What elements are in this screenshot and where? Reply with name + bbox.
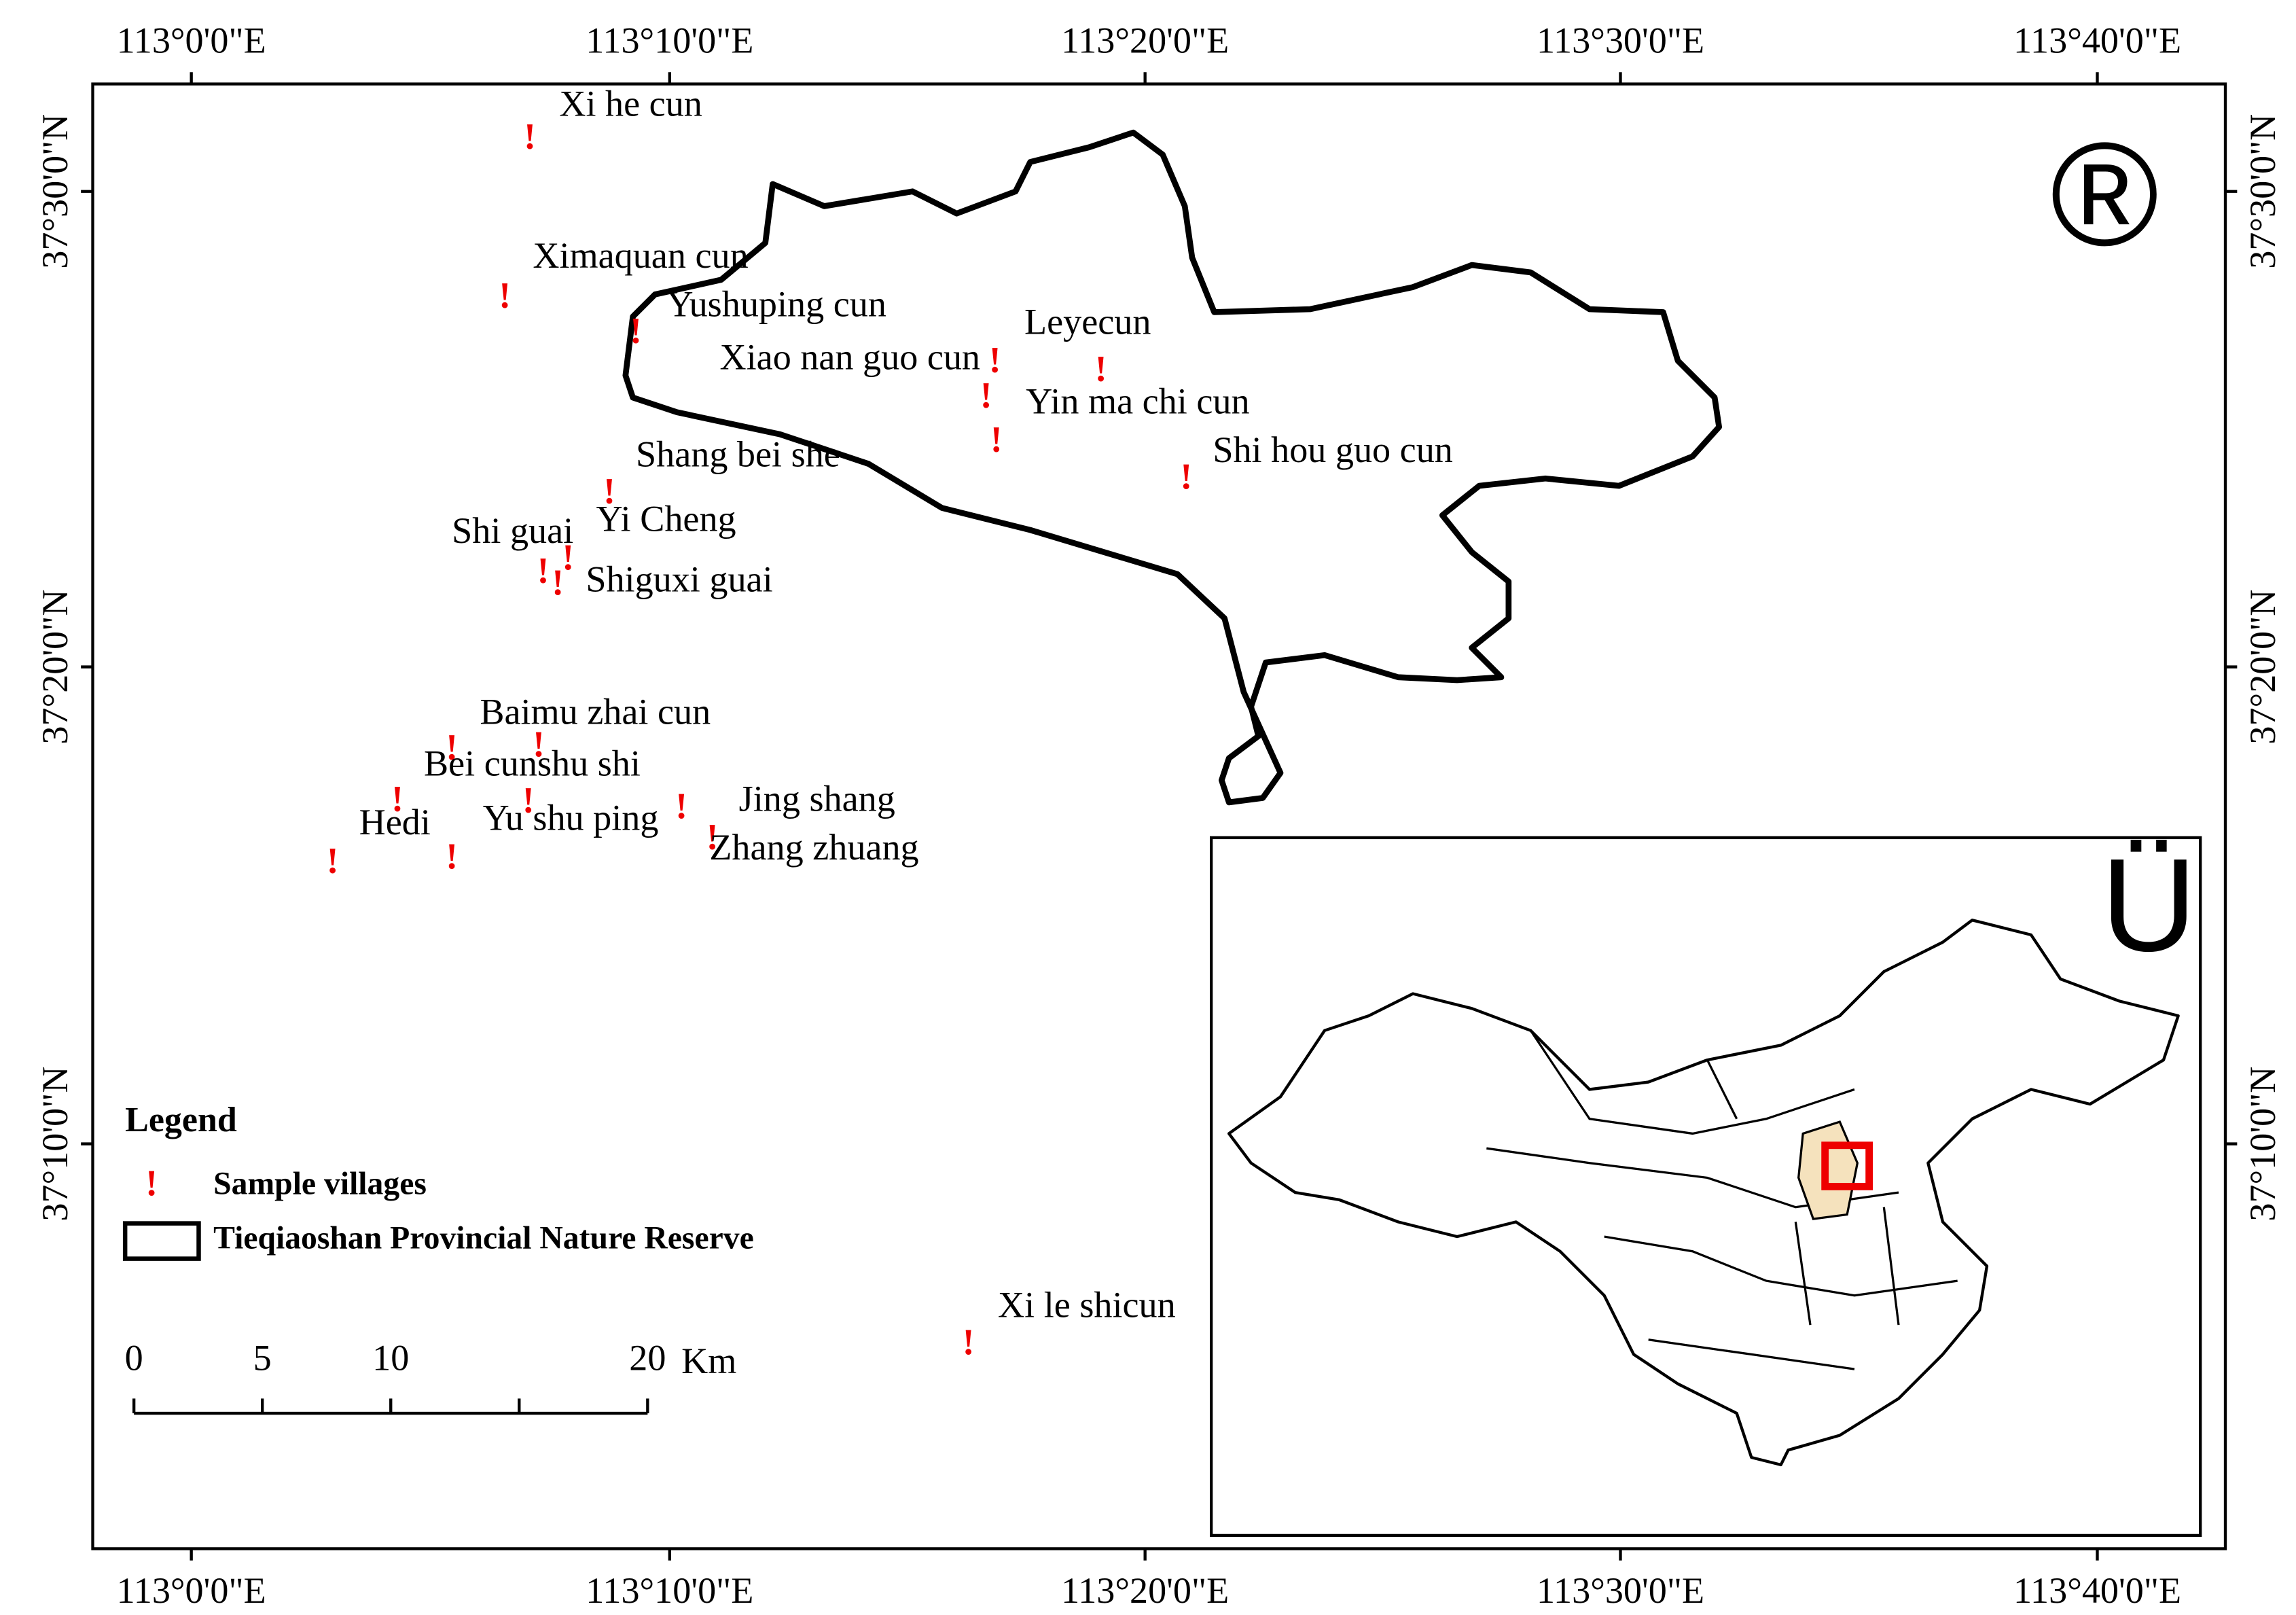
bottom-axis-label: 113°30'0"E	[1537, 1570, 1704, 1611]
scale-bar: Km 0 5 10 20	[125, 1338, 736, 1415]
village-marker: !	[537, 550, 549, 591]
inset-north-arrow: Ü	[2101, 831, 2197, 979]
village-label: Xi he cun	[559, 84, 702, 124]
village-label: Xiao nan guo cun	[719, 336, 980, 377]
village-marker: !	[499, 274, 511, 315]
top-axis-label: 113°20'0"E	[1061, 20, 1229, 61]
village-label: Leyecun	[1024, 301, 1151, 342]
legend-swatch	[122, 1221, 201, 1261]
village-label: Yushuping cun	[667, 283, 886, 324]
village-label: Shi guai	[452, 510, 573, 551]
village-label: Jing shang	[739, 778, 895, 819]
bottom-axis-label: 113°40'0"E	[2013, 1570, 2181, 1611]
scale-label: 20	[629, 1338, 666, 1379]
village-label: Shang bei she	[636, 433, 840, 474]
village-marker: !	[980, 375, 992, 416]
legend-marker: !	[145, 1163, 158, 1203]
top-axis-label: 113°0'0"E	[117, 20, 266, 61]
right-axis-label: 37°30'0"N	[2242, 114, 2283, 269]
top-axis-label: 113°30'0"E	[1537, 20, 1704, 61]
legend-title: Legend	[125, 1101, 237, 1139]
china-outline	[1227, 919, 2180, 1467]
legend-item: Sample villages	[213, 1166, 427, 1201]
legend: Legend ! Sample villages Tieqiaoshan Pro…	[122, 1101, 754, 1261]
right-axis-label: 37°20'0"N	[2242, 590, 2283, 745]
village-marker: !	[446, 836, 458, 876]
north-arrow: ®	[2051, 112, 2159, 277]
village-marker: !	[552, 562, 564, 603]
village-label: Zhang zhuang	[709, 827, 918, 868]
left-axis-label: 37°10'0"N	[35, 1067, 75, 1222]
village-label: Shiguxi guai	[586, 559, 772, 600]
right-axis-label: 37°10'0"N	[2242, 1067, 2283, 1222]
village-marker: !	[562, 537, 574, 578]
village-marker: !	[706, 817, 719, 857]
village-label: Yin ma chi cun	[1026, 380, 1249, 421]
top-axis-label: 113°40'0"E	[2013, 20, 2181, 61]
village-marker: !	[327, 840, 339, 881]
village-marker: !	[963, 1321, 975, 1362]
village-label: Shi hou guo cun	[1213, 429, 1453, 470]
bottom-axis-label: 113°20'0"E	[1061, 1570, 1229, 1611]
village-marker: !	[446, 727, 458, 768]
bottom-axis-label: 113°10'0"E	[586, 1570, 753, 1611]
inset-map: Ü	[1210, 831, 2202, 1538]
village-marker: !	[990, 419, 1003, 460]
scale-label: 5	[253, 1338, 272, 1379]
left-axis-label: 37°30'0"N	[35, 114, 75, 269]
province-borders	[1486, 1029, 1958, 1370]
village-marker: !	[675, 785, 687, 826]
legend-item: Tieqiaoshan Provincial Nature Reserve	[213, 1221, 754, 1256]
scale-label: 0	[125, 1338, 143, 1379]
village-marker: !	[1180, 456, 1192, 497]
village-marker: !	[522, 780, 535, 821]
village-label: Baimu zhai cun	[480, 692, 711, 732]
map-frame	[91, 82, 2227, 1550]
village-label: Ximaquan cun	[533, 235, 748, 276]
village-marker: !	[533, 724, 545, 764]
village-marker: !	[1095, 349, 1107, 389]
left-axis-label: 37°20'0"N	[35, 590, 75, 745]
scale-label: 10	[372, 1338, 409, 1379]
bottom-axis-label: 113°0'0"E	[117, 1570, 266, 1611]
village-label: Bei cunshu shi	[424, 743, 641, 783]
village-marker: !	[630, 310, 642, 351]
study-area-box	[1821, 1141, 1873, 1190]
top-axis-label: 113°10'0"E	[586, 20, 753, 61]
village-marker: !	[524, 116, 536, 156]
village-marker: !	[391, 778, 403, 819]
village-marker: !	[603, 471, 615, 512]
village-label: Yi Cheng	[596, 499, 736, 539]
village-label: Hedi	[359, 802, 431, 842]
village-label: Yu shu ping	[483, 798, 659, 838]
village-marker: !	[989, 340, 1001, 380]
reserve-boundary	[622, 129, 1722, 806]
village-label: Xi le shicun	[998, 1285, 1176, 1326]
scale-unit: Km	[681, 1341, 736, 1381]
